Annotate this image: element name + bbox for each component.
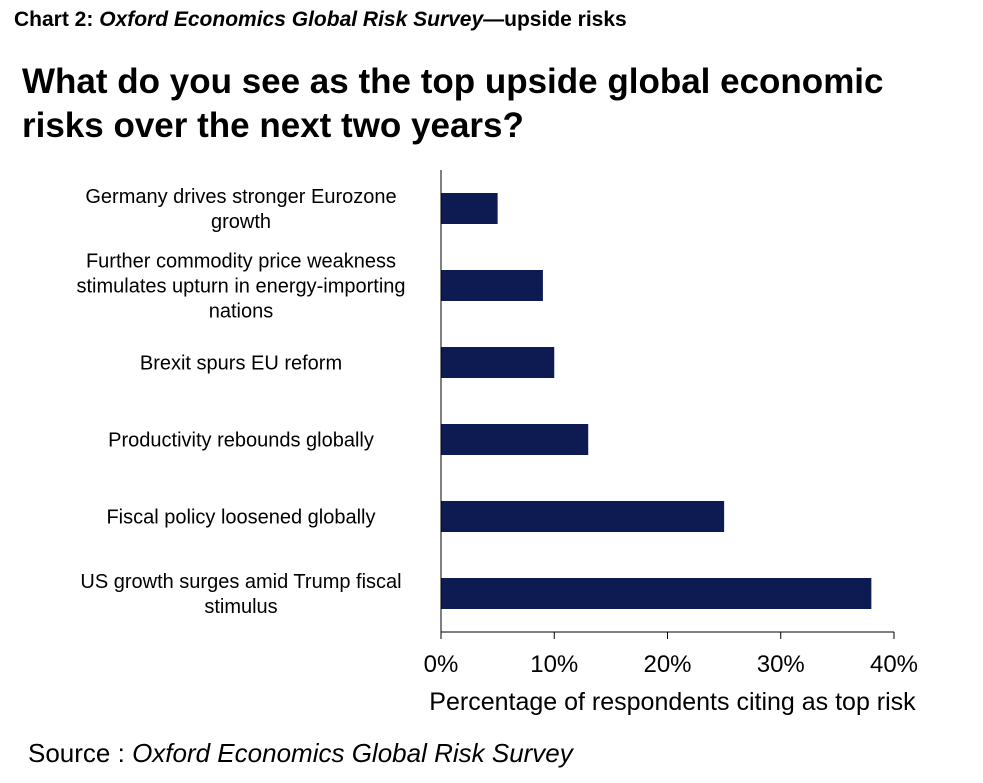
source-name: Oxford Economics Global Risk Survey (132, 738, 573, 768)
x-tick-label: 30% (757, 651, 805, 678)
chart-subtitle-suffix: —upside risks (483, 8, 627, 31)
bar (441, 193, 498, 224)
chart-header: Chart 2: Oxford Economics Global Risk Su… (14, 8, 627, 32)
chart-number: Chart 2: (14, 8, 94, 31)
category-label: Brexit spurs EU reform (140, 353, 342, 375)
x-tick-label: 40% (870, 651, 918, 678)
bar (441, 501, 725, 532)
x-tick-label: 20% (643, 651, 691, 678)
bar (441, 270, 543, 301)
category-label-line: nations (209, 301, 274, 323)
survey-name: Oxford Economics Global Risk Survey (99, 8, 484, 31)
category-label: US growth surges amid Trump fiscal stimul… (80, 571, 401, 618)
bar (441, 424, 589, 455)
source-note: Source : Oxford Economics Global Risk Su… (28, 738, 573, 769)
category-label: Fiscal policy loosened globally (106, 507, 375, 529)
x-tick-label: 0% (424, 651, 459, 678)
category-label: Productivity rebounds globally (108, 430, 374, 452)
bar (441, 578, 872, 609)
bar (441, 347, 555, 378)
category-label-line: Brexit spurs EU reform (140, 353, 342, 375)
category-label: Further commodity price weakness stimulat… (76, 251, 405, 323)
category-label-line: stimulates upturn in energy-importing (76, 276, 405, 298)
x-tick-label: 10% (530, 651, 578, 678)
category-label: Germany drives stronger Eurozone growth (85, 186, 396, 233)
chart-title: What do you see as the top upside global… (22, 62, 884, 145)
category-label-line: Germany drives stronger Eurozone (85, 186, 396, 208)
category-label-line: Productivity rebounds globally (108, 430, 374, 452)
category-label-line: Fiscal policy loosened globally (106, 507, 375, 529)
category-label-line: stimulus (204, 596, 277, 618)
x-axis-label: Percentage of respondents citing as top … (429, 688, 916, 716)
category-label-line: Further commodity price weakness (86, 251, 396, 273)
category-label-line: US growth surges amid Trump fiscal (80, 571, 401, 593)
source-prefix: Source : (28, 738, 133, 768)
category-label-line: growth (211, 211, 271, 233)
